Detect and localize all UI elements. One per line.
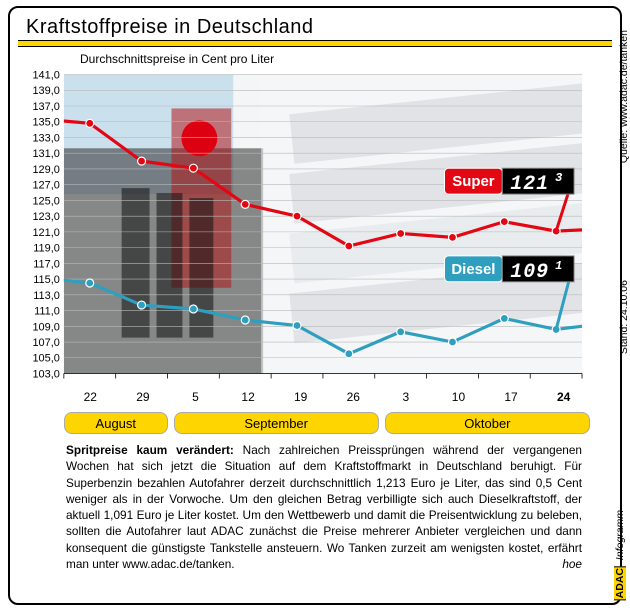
month-pill: September <box>174 412 379 434</box>
x-tick-label: 26 <box>327 390 380 408</box>
x-tick-label: 3 <box>380 390 433 408</box>
title-underline <box>18 40 612 47</box>
svg-text:1: 1 <box>555 259 563 273</box>
date-text: Stand: 24.10.06 <box>614 280 630 410</box>
svg-text:109: 109 <box>510 260 549 283</box>
source-text: Quelle: www.adac.de/tanken <box>614 30 630 260</box>
chart-subtitle: Durchschnittspreise in Cent pro Liter <box>80 52 274 66</box>
brand-suffix: Infogramm <box>614 510 626 560</box>
brand-logo-text: ADAC <box>614 566 626 600</box>
svg-text:107,0: 107,0 <box>32 337 59 349</box>
svg-text:3: 3 <box>555 171 563 185</box>
svg-text:113,0: 113,0 <box>33 290 60 302</box>
x-tick-label: 17 <box>485 390 538 408</box>
month-pill: Oktober <box>385 412 590 434</box>
svg-text:115,0: 115,0 <box>33 274 60 286</box>
copy-signature: hoe <box>562 556 582 572</box>
svg-text:131,0: 131,0 <box>32 148 59 160</box>
x-tick-label: 29 <box>117 390 170 408</box>
svg-text:Diesel: Diesel <box>451 261 495 278</box>
svg-text:121,0: 121,0 <box>32 227 59 239</box>
copy-body: Nach zahlreichen Preissprüngen während d… <box>66 443 582 571</box>
title-bar: Kraftstoffpreise in Deutschland <box>18 16 612 42</box>
svg-text:127,0: 127,0 <box>32 180 59 192</box>
svg-text:109,0: 109,0 <box>32 321 59 333</box>
chart-area: 141,0 139,0 137,0 135,0 133,0 131,0 129,0 127,0… <box>22 68 590 388</box>
x-tick-label: 24 <box>537 390 590 408</box>
svg-text:111,0: 111,0 <box>34 306 60 318</box>
x-tick-label: 12 <box>222 390 275 408</box>
svg-text:135,0: 135,0 <box>32 117 59 129</box>
month-pills: August September Oktober <box>64 412 590 434</box>
copy-lead: Spritpreise kaum verändert: <box>66 443 234 457</box>
svg-text:103,0: 103,0 <box>32 368 59 380</box>
x-tick-label: 22 <box>64 390 117 408</box>
x-tick-label: 5 <box>169 390 222 408</box>
frame: Kraftstoffpreise in Deutschland Durchsch… <box>8 6 622 605</box>
article-copy: Spritpreise kaum verändert: Nach zahlrei… <box>66 442 582 572</box>
svg-text:123,0: 123,0 <box>32 211 59 223</box>
x-tick-marks <box>64 373 582 378</box>
x-tick-label: 19 <box>274 390 327 408</box>
svg-text:117,0: 117,0 <box>33 258 60 270</box>
svg-text:129,0: 129,0 <box>32 164 59 176</box>
x-tick-label: 10 <box>432 390 485 408</box>
svg-text:105,0: 105,0 <box>32 353 59 365</box>
infographic-root: Kraftstoffpreise in Deutschland Durchsch… <box>0 0 630 611</box>
svg-text:Super: Super <box>452 173 495 190</box>
svg-text:141,0: 141,0 <box>32 70 59 82</box>
month-pill: August <box>64 412 168 434</box>
brand-mark: Infogramm ADAC <box>614 510 630 605</box>
svg-text:139,0: 139,0 <box>32 85 59 97</box>
svg-text:137,0: 137,0 <box>32 101 59 113</box>
svg-text:119,0: 119,0 <box>33 243 60 255</box>
chart-svg: 141,0 139,0 137,0 135,0 133,0 131,0 129,0 127,0… <box>22 68 590 388</box>
svg-text:125,0: 125,0 <box>32 195 59 207</box>
svg-text:121: 121 <box>510 172 549 195</box>
svg-text:133,0: 133,0 <box>32 132 59 144</box>
title-text: Kraftstoffpreise in Deutschland <box>26 16 314 39</box>
x-axis-labels: 222951219263101724 <box>64 390 590 408</box>
